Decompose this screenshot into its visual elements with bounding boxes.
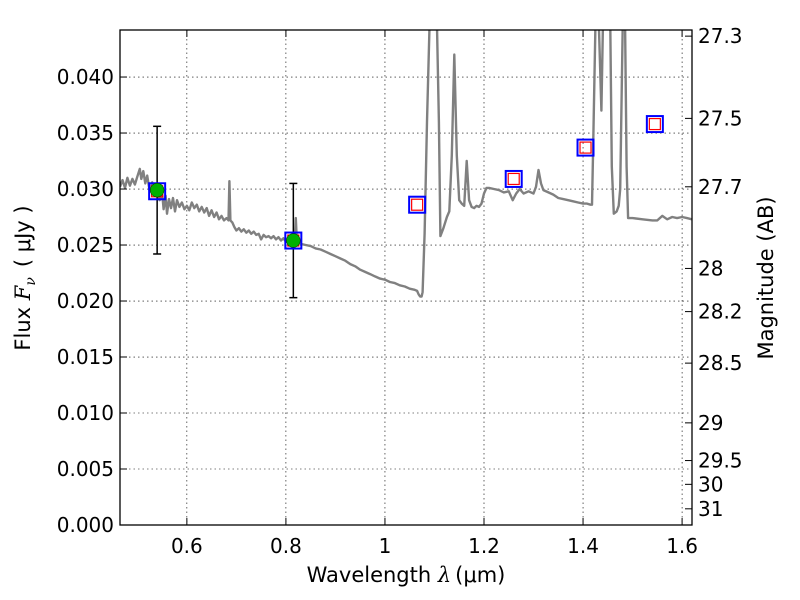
x-tick-label: 1.6 <box>666 534 698 558</box>
grid-lines <box>120 30 692 526</box>
y-tick-label: 0.015 <box>57 345 114 369</box>
axis-ticks: 0.6 0.8 1 1.2 1.4 1.6 0.000 0.005 0.010 0.015 0.02… <box>57 24 743 558</box>
model-photometry-box <box>284 231 303 250</box>
x-tick-label: 0.8 <box>270 534 302 558</box>
x-tick-label: 1.2 <box>468 534 500 558</box>
x-axis-label: Wavelength λ (μm) <box>307 563 506 587</box>
model-photometry-inner-box <box>411 198 424 211</box>
mag-tick-label: 28.5 <box>698 351 743 375</box>
y-tick-label: 0.010 <box>57 401 114 425</box>
x-tick-label: 0.6 <box>171 534 203 558</box>
y-tick-label: 0.025 <box>57 233 114 257</box>
model-photometry-inner-box <box>648 117 661 131</box>
y-tick-label: 0.035 <box>57 121 114 145</box>
y-tick-label: 0.005 <box>57 457 114 481</box>
mag-tick-label: 29.5 <box>698 449 743 473</box>
y-tick-label: 0.040 <box>57 65 114 89</box>
y-tick-label: 0.000 <box>57 513 114 537</box>
plot-frame <box>119 29 693 526</box>
mag-tick-label: 30 <box>698 472 723 496</box>
model-photometry-inner-box <box>579 141 592 154</box>
y-axis-label: Flux Fν( μJy ) <box>11 205 39 350</box>
x-tick-label: 1 <box>379 534 392 558</box>
mag-tick-label: 27.3 <box>698 24 743 48</box>
y-tick-label: 0.030 <box>57 177 114 201</box>
mag-tick-label: 28.2 <box>698 300 743 324</box>
mag-tick-label: 31 <box>698 497 723 521</box>
model-spectrum-line <box>120 30 692 298</box>
observed-flux-point <box>286 233 301 248</box>
mag-tick-label: 29 <box>698 411 723 435</box>
model-photometry-inner-box <box>507 172 520 186</box>
mag-tick-label: 28 <box>698 256 723 280</box>
mag-tick-label: 27.7 <box>698 175 743 199</box>
model-photometry-box <box>504 169 523 188</box>
mag-tick-label: 27.5 <box>698 106 743 130</box>
spectrum-layer <box>120 30 692 298</box>
y-tick-label: 0.020 <box>57 289 114 313</box>
photometry-markers <box>148 115 664 250</box>
y-axis-right-label: Magnitude (AB) <box>754 196 778 359</box>
model-photometry-box <box>408 195 427 214</box>
observed-flux-point <box>149 182 165 198</box>
model-photometry-box <box>645 115 664 134</box>
x-tick-label: 1.4 <box>567 534 599 558</box>
model-photometry-box <box>576 138 595 157</box>
